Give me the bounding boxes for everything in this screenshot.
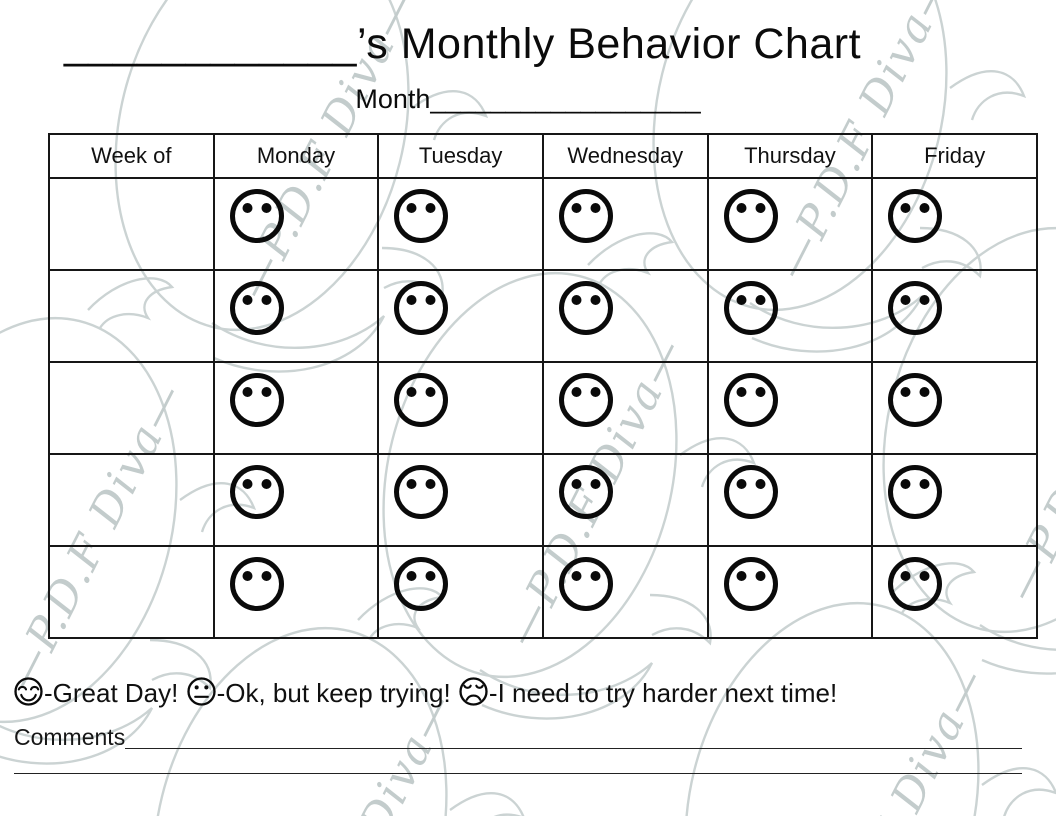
week-of-cell: [48, 177, 215, 271]
legend-line: -Great Day! -Ok, but keep trying! -I nee…: [13, 676, 837, 709]
face-cell: [377, 453, 544, 547]
month-line: Month__________________: [0, 84, 1056, 115]
face-cell: [541, 361, 709, 455]
neutral-face-icon: [186, 677, 216, 706]
blank-face-icon: [723, 281, 778, 335]
blank-face-icon: [888, 189, 943, 243]
face-cell: [377, 545, 544, 639]
blank-face-icon: [229, 281, 284, 335]
page-title: ____________’s Monthly Behavior Chart: [64, 20, 861, 69]
face-cell: [212, 269, 380, 363]
face-cell: [706, 177, 874, 271]
comments-blank-line-1: [125, 726, 1022, 749]
blank-face-icon: [723, 189, 778, 243]
blank-face-icon: [394, 557, 449, 611]
blank-face-icon: [723, 465, 778, 519]
week-of-cell: [48, 545, 215, 639]
face-cell: [871, 361, 1038, 455]
face-cell: [377, 361, 544, 455]
blank-face-icon: [229, 465, 284, 519]
blank-face-icon: [558, 557, 613, 611]
blank-face-icon: [888, 465, 943, 519]
comments-label: Comments: [14, 724, 126, 750]
table-row: [48, 453, 1038, 547]
blank-face-icon: [558, 465, 613, 519]
blank-face-icon: [723, 373, 778, 427]
face-cell: [541, 453, 709, 547]
legend-text-try-harder: -I need to try harder next time!: [488, 678, 838, 708]
week-of-cell: [48, 453, 215, 547]
blank-face-icon: [558, 373, 613, 427]
face-cell: [706, 545, 874, 639]
month-blank: __________________: [430, 84, 701, 114]
week-of-cell: [48, 269, 215, 363]
face-cell: [871, 545, 1038, 639]
blank-face-icon: [394, 189, 449, 243]
blank-face-icon: [888, 557, 943, 611]
blank-face-icon: [558, 189, 613, 243]
legend-text-great: -Great Day!: [44, 678, 186, 708]
blank-face-icon: [394, 465, 449, 519]
header-tuesday: Tuesday: [377, 133, 544, 179]
face-cell: [706, 361, 874, 455]
blank-face-icon: [229, 373, 284, 427]
page-title-text: ’s Monthly Behavior Chart: [356, 20, 862, 68]
blank-face-icon: [723, 557, 778, 611]
table-row: [48, 269, 1038, 363]
blank-face-icon: [394, 373, 449, 427]
month-label: Month: [355, 84, 431, 114]
blank-face-icon: [888, 373, 943, 427]
face-cell: [377, 177, 544, 271]
table-row: [48, 545, 1038, 639]
behavior-table: Week of Monday Tuesday Wednesday Thursda…: [48, 133, 1038, 639]
header-row: Week of Monday Tuesday Wednesday Thursda…: [48, 133, 1038, 179]
blank-face-icon: [229, 189, 284, 243]
happy-face-icon: [14, 677, 43, 706]
blank-face-icon: [229, 557, 284, 611]
blank-face-icon: [888, 281, 943, 335]
comments-blank-line-2: [14, 748, 1022, 774]
header-friday: Friday: [871, 133, 1038, 179]
face-cell: [871, 269, 1038, 363]
face-cell: [871, 177, 1038, 271]
face-cell: [541, 269, 709, 363]
face-cell: [871, 453, 1038, 547]
blank-face-icon: [394, 281, 449, 335]
face-cell: [212, 177, 380, 271]
legend-item-ok: -Ok, but keep trying!: [186, 677, 458, 708]
header-wednesday: Wednesday: [541, 133, 709, 179]
face-cell: [706, 453, 874, 547]
header-week-of: Week of: [48, 133, 215, 179]
face-cell: [541, 177, 709, 271]
face-cell: [212, 545, 380, 639]
blank-face-icon: [558, 281, 613, 335]
legend-item-great: -Great Day!: [13, 677, 186, 708]
header-thursday: Thursday: [706, 133, 874, 179]
legend-item-try-harder: -I need to try harder next time!: [458, 677, 838, 708]
table-row: [48, 177, 1038, 271]
face-cell: [706, 269, 874, 363]
face-cell: [377, 269, 544, 363]
comments-row: Comments: [14, 726, 1022, 749]
week-of-cell: [48, 361, 215, 455]
header-monday: Monday: [212, 133, 380, 179]
face-cell: [212, 361, 380, 455]
face-cell: [541, 545, 709, 639]
legend-text-ok: -Ok, but keep trying!: [216, 678, 458, 708]
name-blank: ____________: [64, 20, 357, 68]
face-cell: [212, 453, 380, 547]
table-row: [48, 361, 1038, 455]
sad-face-icon: [459, 677, 488, 706]
